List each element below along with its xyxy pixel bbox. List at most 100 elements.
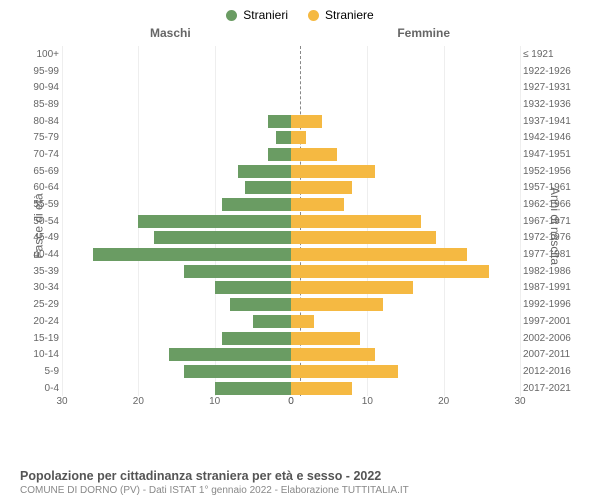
age-label: 5-9	[20, 366, 62, 377]
pyramid-row: 50-54 1967-1971	[20, 213, 580, 230]
age-label: 75-79	[20, 132, 62, 143]
chart-footer: Popolazione per cittadinanza straniera p…	[20, 469, 580, 496]
bar-male	[154, 231, 291, 244]
age-label: 50-54	[20, 216, 62, 227]
pyramid-row: 55-591962-1966	[20, 196, 580, 213]
pyramid-row: 65-691952-1956	[20, 163, 580, 180]
legend-male-label: Stranieri	[243, 8, 288, 22]
bar-pair	[62, 246, 520, 263]
birth-label: ≤ 1921	[520, 49, 580, 60]
birth-label: 2012-2016	[520, 366, 580, 377]
bar-female	[291, 215, 421, 228]
x-tick: 10	[209, 396, 220, 407]
birth-label: 1927-1931	[520, 82, 580, 93]
pyramid-row: 35-391982-1986	[20, 263, 580, 280]
bar-male	[238, 165, 291, 178]
bar-pair	[62, 380, 520, 397]
bar-male	[268, 148, 291, 161]
birth-label: 1997-2001	[520, 316, 580, 327]
bar-male	[245, 181, 291, 194]
pyramid-row: 0-4 2017-2021	[20, 380, 580, 397]
bar-male	[253, 315, 291, 328]
bar-pair	[62, 330, 520, 347]
pyramid-row: 10-14 2007-2011	[20, 346, 580, 363]
bar-female	[291, 382, 352, 395]
birth-label: 1992-1996	[520, 299, 580, 310]
age-label: 100+	[20, 49, 62, 60]
pyramid-row: 5-9 2012-2016	[20, 363, 580, 380]
birth-label: 1932-1936	[520, 99, 580, 110]
bar-female	[291, 298, 383, 311]
birth-label: 1947-1951	[520, 149, 580, 160]
x-axis: 3020100 0102030	[62, 396, 520, 414]
pyramid-row: 60-641957-1961	[20, 180, 580, 197]
birth-label: 1967-1971	[520, 216, 580, 227]
bar-pair	[62, 146, 520, 163]
bar-pair	[62, 230, 520, 247]
age-label: 35-39	[20, 266, 62, 277]
bar-pair	[62, 213, 520, 230]
age-label: 10-14	[20, 349, 62, 360]
x-tick: 20	[438, 396, 449, 407]
pyramid-row: 45-49 1972-1976	[20, 230, 580, 247]
bar-male	[184, 265, 291, 278]
bar-female	[291, 315, 314, 328]
age-label: 55-59	[20, 199, 62, 210]
birth-label: 1972-1976	[520, 232, 580, 243]
column-headers: Maschi Femmine	[20, 26, 580, 44]
age-label: 15-19	[20, 333, 62, 344]
bar-female	[291, 198, 344, 211]
x-tick: 30	[514, 396, 525, 407]
birth-label: 2007-2011	[520, 349, 580, 360]
bar-male	[138, 215, 291, 228]
pyramid-row: 85-89 1932-1936	[20, 96, 580, 113]
bar-female	[291, 231, 436, 244]
pyramid-row: 70-74 1947-1951	[20, 146, 580, 163]
bar-female	[291, 148, 337, 161]
pyramid-row: 15-19 2002-2006	[20, 330, 580, 347]
birth-label: 2017-2021	[520, 383, 580, 394]
legend-male: Stranieri	[226, 8, 288, 22]
birth-label: 1922-1926	[520, 66, 580, 77]
bar-male	[215, 281, 291, 294]
bar-female	[291, 281, 413, 294]
footer-subtitle: COMUNE DI DORNO (PV) - Dati ISTAT 1° gen…	[20, 485, 580, 496]
bar-pair	[62, 163, 520, 180]
age-label: 45-49	[20, 232, 62, 243]
age-label: 40-44	[20, 249, 62, 260]
pyramid-rows: 100+ ≤ 1921 95-99 1922-1926 90-94 1927-1931 85…	[20, 46, 580, 396]
birth-label: 1957-1961	[520, 182, 580, 193]
bar-pair	[62, 280, 520, 297]
header-male: Maschi	[150, 26, 191, 40]
bar-pair	[62, 113, 520, 130]
pyramid-row: 80-84 1937-1941	[20, 113, 580, 130]
birth-label: 1977-1981	[520, 249, 580, 260]
age-label: 30-34	[20, 282, 62, 293]
birth-label: 2002-2006	[520, 333, 580, 344]
age-label: 70-74	[20, 149, 62, 160]
bar-male	[230, 298, 291, 311]
age-label: 65-69	[20, 166, 62, 177]
age-label: 85-89	[20, 99, 62, 110]
age-label: 90-94	[20, 82, 62, 93]
legend-female-swatch	[308, 10, 319, 21]
bar-pair	[62, 63, 520, 80]
age-label: 80-84	[20, 116, 62, 127]
bar-male	[169, 348, 291, 361]
age-label: 95-99	[20, 66, 62, 77]
birth-label: 1937-1941	[520, 116, 580, 127]
birth-label: 1987-1991	[520, 282, 580, 293]
age-label: 0-4	[20, 383, 62, 394]
bar-female	[291, 165, 375, 178]
pyramid-row: 90-94 1927-1931	[20, 79, 580, 96]
bar-pair	[62, 346, 520, 363]
bar-female	[291, 365, 398, 378]
bar-pair	[62, 96, 520, 113]
age-label: 25-29	[20, 299, 62, 310]
bar-pair	[62, 180, 520, 197]
pyramid-row: 95-99 1922-1926	[20, 63, 580, 80]
bar-pair	[62, 46, 520, 63]
legend-male-swatch	[226, 10, 237, 21]
footer-title: Popolazione per cittadinanza straniera p…	[20, 469, 580, 483]
bar-female	[291, 348, 375, 361]
